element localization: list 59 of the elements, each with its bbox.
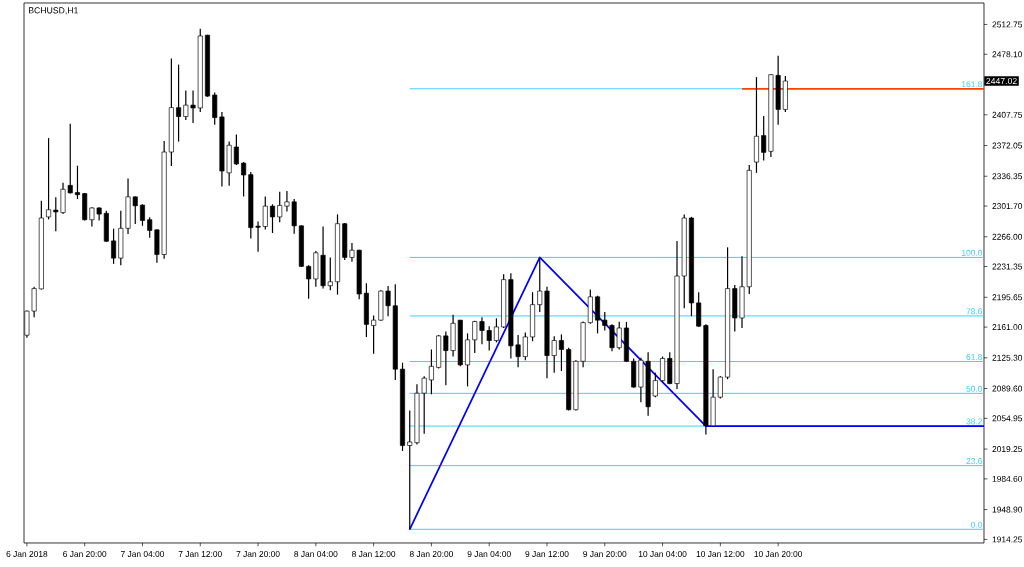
annotation: 61.8 xyxy=(966,353,983,360)
x-tick-label: 10 Jan 04:00 xyxy=(638,551,687,557)
candlestick xyxy=(595,295,601,334)
candlestick xyxy=(241,161,247,198)
x-tick-label: 6 Jan 20:00 xyxy=(63,551,107,557)
annotation: 38.2 xyxy=(966,418,982,425)
text: 2447.02 xyxy=(986,77,1017,85)
candlestick xyxy=(493,317,499,343)
candlestick xyxy=(558,333,564,372)
candlestick xyxy=(139,203,145,227)
candlestick xyxy=(660,356,666,383)
candlestick xyxy=(696,291,702,328)
y-tick-label: 2231.35 xyxy=(992,263,1023,270)
x-tick-label: 9 Jan 20:00 xyxy=(583,551,627,557)
candlestick xyxy=(74,165,80,200)
candlestick xyxy=(371,314,377,355)
y-tick-label: 2195.65 xyxy=(992,294,1023,301)
candlestick xyxy=(269,203,275,234)
y-tick-label: 2161.00 xyxy=(992,324,1023,331)
y-tick-label: 2512.75 xyxy=(992,21,1023,28)
candlestick xyxy=(652,372,658,398)
annotation: 0.0 xyxy=(971,521,983,528)
y-tick-label: 2089.60 xyxy=(992,385,1023,392)
y-tick-label: 1914.25 xyxy=(992,536,1023,543)
y-tick-label: 2125.30 xyxy=(992,354,1023,361)
annotation: 78.6 xyxy=(966,308,983,315)
x-tick-label: 7 Jan 20:00 xyxy=(236,551,280,557)
y-tick-label: 2266.00 xyxy=(992,233,1023,240)
y-tick-label: 2301.70 xyxy=(992,203,1023,210)
x-tick-label: 8 Jan 20:00 xyxy=(409,551,454,557)
x-tick-label: 6 Jan 2018 xyxy=(6,551,48,557)
y-tick-label: 2407.75 xyxy=(992,111,1023,118)
y-tick-label: 2372.05 xyxy=(992,142,1023,149)
annotation: 23.6 xyxy=(966,458,983,465)
candlestick xyxy=(111,228,117,265)
x-tick-label: 8 Jan 12:00 xyxy=(352,551,396,557)
y-tick-label: 2336.35 xyxy=(992,173,1023,180)
x-tick-label: 8 Jan 04:00 xyxy=(294,551,338,557)
y-tick-label: 1948.90 xyxy=(992,506,1023,513)
candlestick xyxy=(233,133,239,166)
x-tick-label: 9 Jan 04:00 xyxy=(467,551,511,557)
chart-title: BCHUSD,H1 xyxy=(28,7,78,15)
candlestick xyxy=(306,264,312,300)
y-tick-label: 2478.10 xyxy=(992,51,1023,58)
x-tick-label: 10 Jan 20:00 xyxy=(754,551,803,557)
y-tick-label: 2054.95 xyxy=(992,415,1023,422)
candlestick xyxy=(46,137,52,220)
x-tick-label: 9 Jan 12:00 xyxy=(525,551,569,557)
annotation: 50.0 xyxy=(966,385,983,392)
annotation: 161.8 xyxy=(962,81,983,88)
candlestick xyxy=(428,348,434,395)
y-tick-label: 2019.25 xyxy=(992,446,1023,453)
candlestick xyxy=(176,63,182,143)
x-tick-label: 10 Jan 12:00 xyxy=(696,551,745,557)
annotation: 100.0 xyxy=(962,249,983,256)
candlestick xyxy=(717,375,723,400)
y-tick-label: 1984.60 xyxy=(992,475,1023,482)
x-tick-label: 7 Jan 04:00 xyxy=(120,551,165,557)
x-tick-label: 7 Jan 12:00 xyxy=(178,551,222,557)
